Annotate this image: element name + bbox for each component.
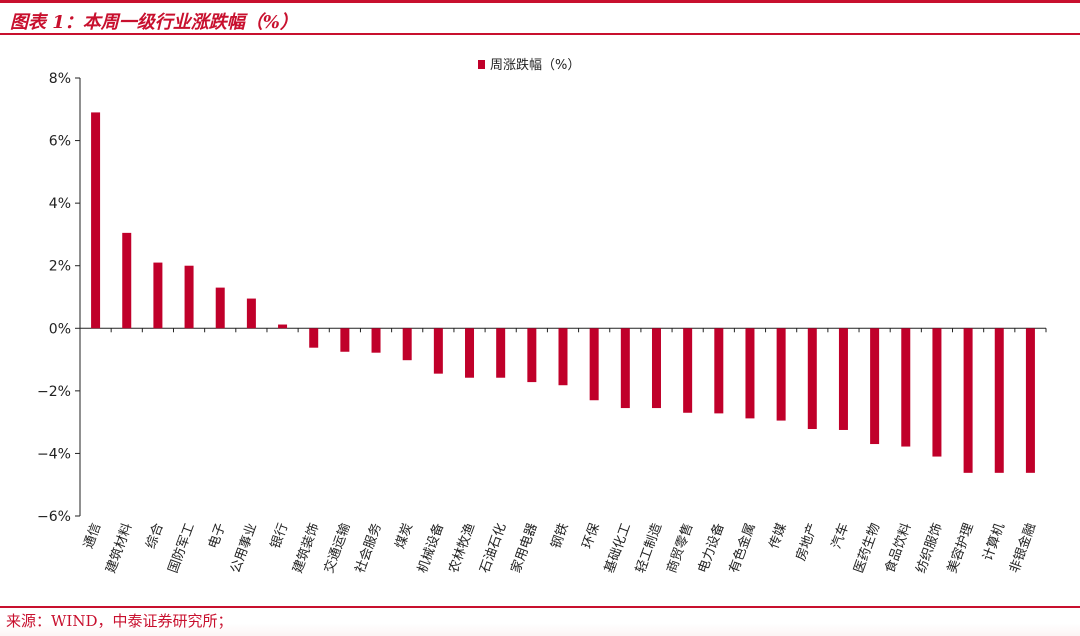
bar xyxy=(184,265,194,329)
category-label: 美容护理 xyxy=(944,521,977,575)
bar xyxy=(620,328,630,409)
category-label: 钢铁 xyxy=(549,521,572,551)
bar xyxy=(745,328,755,419)
chart-area: 周涨跌幅（%） −6% −4% −2% 0% 2% 4% 6% 8% 通信 建筑材料 综合 国防军工 电子… xyxy=(8,39,1070,606)
bar xyxy=(683,328,693,413)
bar xyxy=(963,328,973,473)
category-label: 环保 xyxy=(580,521,603,551)
category-label: 传媒 xyxy=(767,521,790,551)
bar xyxy=(402,328,412,361)
bar-chart: 周涨跌幅（%） −6% −4% −2% 0% 2% 4% 6% 8% 通信 建筑材料 综合 国防军工 电子… xyxy=(37,57,1047,575)
bar xyxy=(589,328,599,401)
category-label: 食品饮料 xyxy=(882,521,915,575)
y-tick-label: 0% xyxy=(49,321,71,337)
figure-title: 图表 1：本周一级行业涨跌幅（%） xyxy=(10,12,298,33)
category-label: 建筑材料 xyxy=(103,521,136,575)
bar xyxy=(433,328,443,374)
y-tick-label: 8% xyxy=(49,71,71,87)
bar xyxy=(465,328,475,378)
category-label: 轻工制造 xyxy=(633,521,665,575)
category-label: 基础化工 xyxy=(602,521,634,575)
category-label: 公用事业 xyxy=(228,521,260,575)
category-label: 农林牧渔 xyxy=(446,521,478,575)
y-tick-label: −2% xyxy=(37,384,71,400)
bar xyxy=(714,328,724,414)
bar xyxy=(278,324,288,329)
y-tick-label: −6% xyxy=(37,509,71,525)
category-label: 煤炭 xyxy=(393,521,416,551)
category-label: 房地产 xyxy=(793,521,821,563)
bar xyxy=(215,287,225,329)
bar xyxy=(91,112,101,329)
bar xyxy=(807,328,817,430)
category-label: 家用电器 xyxy=(508,521,541,575)
figure-header: 图表 1：本周一级行业涨跌幅（%） xyxy=(0,3,1080,35)
bar xyxy=(340,328,350,352)
category-label: 非银金融 xyxy=(1006,521,1039,575)
category-label: 电力设备 xyxy=(695,521,728,575)
category-label: 商贸零售 xyxy=(664,521,697,575)
category-label: 汽车 xyxy=(828,521,852,551)
source-note: 来源：WIND，中泰证券研究所； xyxy=(6,612,233,630)
bar xyxy=(1025,328,1035,473)
bar xyxy=(558,328,568,386)
y-tick-label: −4% xyxy=(37,446,71,462)
y-tick-label: 2% xyxy=(49,259,71,275)
bar xyxy=(870,328,880,445)
legend-label: 周涨跌幅（%） xyxy=(490,57,580,73)
category-label: 电子 xyxy=(206,521,229,551)
top-accent-rule xyxy=(0,0,1080,3)
category-label: 机械设备 xyxy=(414,521,447,575)
bar xyxy=(153,262,163,329)
bar xyxy=(246,298,256,329)
bar xyxy=(496,328,506,378)
y-tick-label: 6% xyxy=(49,134,71,150)
category-label: 医药生物 xyxy=(851,521,883,575)
category-label: 银行 xyxy=(268,521,291,551)
category-label: 国防军工 xyxy=(165,521,198,575)
category-label: 有色金属 xyxy=(726,521,759,575)
bar xyxy=(838,328,848,430)
bar xyxy=(901,328,911,447)
bar xyxy=(994,328,1004,473)
category-label: 交通运输 xyxy=(321,521,354,575)
bar xyxy=(932,328,942,457)
category-label: 计算机 xyxy=(981,521,1008,563)
bar xyxy=(651,328,661,409)
category-label: 石油石化 xyxy=(478,521,510,575)
category-label: 纺织服饰 xyxy=(914,521,946,575)
bar xyxy=(527,328,537,383)
category-label: 建筑装饰 xyxy=(290,521,323,575)
legend-swatch xyxy=(478,60,485,69)
bar xyxy=(122,232,132,329)
category-label: 综合 xyxy=(144,521,167,551)
category-label: 通信 xyxy=(81,521,104,551)
y-tick-label: 4% xyxy=(49,196,71,212)
bar xyxy=(371,328,381,353)
figure-footer: 来源：WIND，中泰证券研究所； xyxy=(0,606,1080,636)
bar xyxy=(309,328,319,348)
category-label: 社会服务 xyxy=(352,521,385,575)
bar xyxy=(776,328,786,421)
